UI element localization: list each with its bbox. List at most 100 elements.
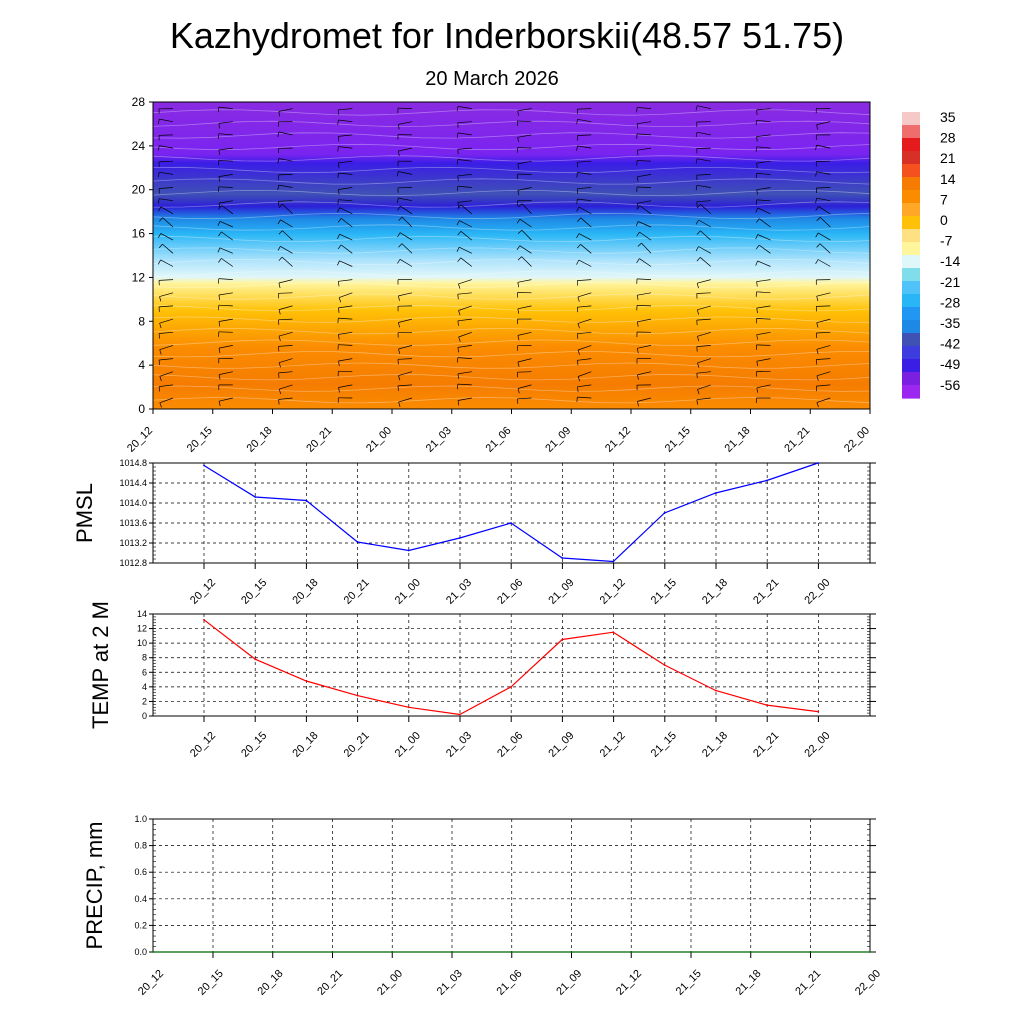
wind-barb-staff — [816, 371, 831, 377]
wind-barb-staff — [641, 242, 652, 254]
wind-barb-staff — [158, 160, 174, 163]
y-tick-label: 1014.0 — [119, 498, 147, 508]
wind-barb-flag — [756, 109, 758, 116]
wind-barb-staff — [577, 345, 592, 351]
wind-barb-staff — [758, 244, 771, 254]
x-tick-label: 20_12 — [188, 577, 218, 607]
wind-barb-flag — [457, 202, 459, 208]
data-point — [305, 499, 308, 502]
wind-barb-staff — [756, 108, 771, 111]
wind-barb-staff — [398, 318, 413, 323]
x-tick-label: 20_18 — [256, 968, 286, 998]
data-point — [817, 462, 819, 464]
wind-barb-flag — [338, 189, 340, 195]
wind-barb-staff — [697, 331, 711, 337]
colorbar-swatch — [902, 320, 920, 334]
wind-barb-flag — [338, 281, 340, 287]
wind-barb-flag — [636, 295, 639, 301]
x-tick-label: 21_15 — [649, 577, 679, 607]
wind-barb-staff — [159, 118, 174, 123]
wind-barb-flag — [218, 205, 222, 210]
wind-barb-flag — [218, 374, 221, 380]
x-tick-label: 21_00 — [375, 968, 405, 998]
wind-barb-flag — [636, 203, 639, 209]
wind-barb-flag — [636, 321, 639, 327]
wind-barb-flag — [218, 321, 221, 327]
wind-barb-staff — [521, 256, 532, 267]
y-tick-label: 12 — [132, 270, 146, 284]
wind-barb-flag — [576, 259, 580, 265]
x-tick-label: 20_15 — [239, 730, 269, 760]
wind-barb-staff — [578, 233, 592, 241]
wind-barb-staff — [340, 218, 353, 228]
data-point — [570, 951, 573, 953]
wind-barb-staff — [457, 371, 472, 375]
wind-barb-flag — [696, 257, 701, 262]
x-tick-label: 21_21 — [751, 730, 781, 760]
wind-barb-staff — [756, 305, 771, 309]
wind-barb-staff — [278, 397, 293, 400]
wind-barb-flag — [159, 349, 162, 355]
wind-barb-staff — [637, 397, 652, 402]
wind-barb-flag — [576, 233, 580, 239]
wind-barb-flag — [577, 386, 579, 392]
wind-barb-staff — [278, 184, 293, 188]
wind-barb-staff — [221, 258, 234, 267]
x-tick-label: 21_12 — [603, 425, 633, 455]
wind-barb-flag — [517, 335, 520, 341]
wind-barb-staff — [699, 257, 712, 267]
wind-barb-staff — [218, 121, 233, 124]
wind-barb-flag — [755, 260, 758, 266]
wind-barb-staff — [759, 218, 771, 228]
wind-barb-staff — [816, 305, 831, 307]
wind-barb-flag — [159, 217, 163, 222]
wind-barb-staff — [339, 260, 353, 267]
wind-barb-flag — [577, 376, 581, 382]
x-tick-label: 21_15 — [649, 730, 679, 760]
wind-barb-staff — [517, 187, 532, 191]
x-tick-label: 22_00 — [842, 425, 872, 455]
x-tick-label: 21_18 — [723, 425, 753, 455]
wind-barb-staff — [338, 358, 353, 362]
wind-barb-staff — [521, 203, 532, 215]
wind-barb-staff — [517, 371, 532, 373]
wind-barb-staff — [159, 358, 174, 361]
wind-barb-flag — [756, 334, 758, 340]
wind-barb-staff — [278, 279, 293, 284]
wind-barb-flag — [338, 297, 342, 303]
data-point — [765, 704, 768, 706]
wind-barb-staff — [339, 233, 353, 241]
colorbar-label: -35 — [940, 315, 960, 331]
wind-barb-staff — [577, 134, 592, 136]
wind-barb-staff — [219, 220, 233, 228]
wind-barb-flag — [577, 217, 581, 222]
data-point — [663, 664, 666, 666]
wind-barb-staff — [636, 278, 652, 280]
wind-barb-flag — [157, 119, 160, 125]
wind-barb-flag — [457, 204, 462, 209]
x-tick-label: 22_00 — [802, 730, 832, 760]
isoline — [152, 247, 871, 254]
wind-barb-flag — [397, 232, 401, 238]
wind-barb-flag — [278, 389, 282, 395]
wind-barb-flag — [277, 158, 280, 164]
wind-barb-flag — [517, 361, 520, 367]
wind-barb-staff — [218, 133, 233, 136]
colorbar-swatch — [902, 151, 920, 165]
x-tick-label: 21_12 — [598, 577, 628, 607]
wind-barb-flag — [696, 309, 700, 315]
wind-barb-flag — [278, 111, 281, 117]
x-tick-label: 21_18 — [734, 968, 764, 998]
wind-barb-staff — [816, 331, 831, 334]
data-point — [561, 638, 564, 641]
wind-barb-flag — [457, 175, 459, 181]
colorbar-swatch — [902, 216, 920, 230]
wind-barb-staff — [457, 132, 472, 136]
wind-barb-flag — [337, 234, 340, 239]
wind-barb-flag — [217, 221, 221, 227]
wind-barb-staff — [580, 217, 592, 228]
wind-barb-staff — [218, 174, 233, 177]
wind-barb-staff — [816, 318, 831, 324]
wind-barb-staff — [218, 200, 233, 204]
wind-barb-flag — [457, 373, 460, 379]
